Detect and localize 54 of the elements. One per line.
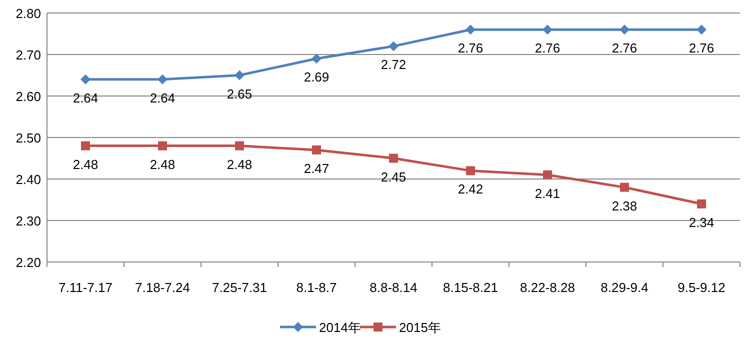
point bbox=[389, 154, 398, 163]
point bbox=[466, 24, 476, 35]
point bbox=[543, 170, 552, 180]
point bbox=[158, 141, 167, 150]
point bbox=[620, 24, 630, 35]
y-tick-label: 2.60 bbox=[16, 89, 41, 104]
data-label: 2.69 bbox=[304, 70, 330, 85]
data-label: 2.38 bbox=[612, 198, 638, 214]
x-tick-label: 8.1-8.7 bbox=[296, 280, 337, 295]
x-tick-label: 9.5-9.12 bbox=[678, 280, 726, 295]
data-label: 2.48 bbox=[72, 156, 98, 172]
data-label: 2.41 bbox=[534, 186, 560, 201]
y-tick-label: 2.70 bbox=[16, 48, 41, 62]
point bbox=[620, 182, 629, 192]
point bbox=[312, 54, 322, 64]
y-tick-label: 2.30 bbox=[16, 214, 41, 228]
point bbox=[312, 145, 321, 154]
x-tick-label: 7.25-7.31 bbox=[212, 280, 267, 295]
point bbox=[697, 199, 706, 208]
point bbox=[466, 166, 475, 176]
point bbox=[388, 41, 398, 52]
data-label: 2.48 bbox=[150, 156, 176, 172]
x-tick-label: 8.15-8.21 bbox=[443, 280, 498, 295]
legend-label: 2014年 bbox=[319, 320, 361, 335]
data-label: 2.76 bbox=[612, 40, 638, 56]
y-tick-label: 2.40 bbox=[16, 172, 41, 187]
point bbox=[696, 24, 706, 35]
data-label: 2.65 bbox=[226, 86, 252, 102]
data-label: 2.34 bbox=[688, 214, 714, 230]
x-tick-label: 8.22-8.28 bbox=[520, 280, 575, 295]
x-tick-label: 8.8-8.14 bbox=[370, 280, 418, 295]
data-label: 2.64 bbox=[150, 90, 176, 106]
data-label: 2.72 bbox=[380, 57, 406, 72]
point bbox=[80, 74, 90, 84]
x-tick-label: 7.18-7.24 bbox=[135, 280, 190, 295]
data-label: 2.47 bbox=[304, 160, 330, 176]
point bbox=[234, 70, 244, 80]
y-tick-label: 2.20 bbox=[16, 255, 41, 270]
point bbox=[542, 24, 552, 35]
data-label: 2.48 bbox=[226, 156, 252, 172]
y-tick-label: 2.80 bbox=[16, 6, 41, 21]
y-tick-label: 2.50 bbox=[16, 130, 41, 146]
data-label: 2.64 bbox=[72, 90, 98, 106]
x-tick-label: 7.11-7.17 bbox=[58, 280, 112, 295]
data-label: 2.76 bbox=[688, 40, 714, 56]
data-label: 2.42 bbox=[458, 182, 484, 197]
point bbox=[81, 141, 90, 150]
data-label: 2.76 bbox=[534, 40, 560, 56]
point bbox=[158, 74, 168, 84]
legend-label: 2015年 bbox=[399, 320, 441, 335]
data-label: 2.76 bbox=[458, 40, 484, 56]
x-tick-label: 8.29-9.4 bbox=[600, 280, 648, 295]
point bbox=[235, 141, 244, 150]
data-label: 2.45 bbox=[380, 169, 406, 184]
